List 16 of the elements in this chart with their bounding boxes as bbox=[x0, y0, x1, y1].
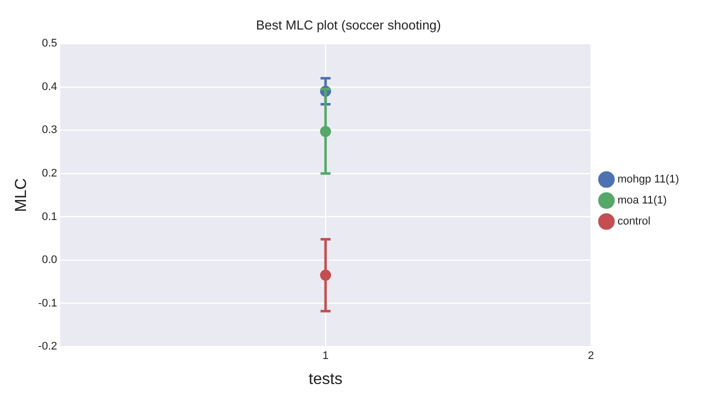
y-tick-label: 0.0 bbox=[42, 254, 58, 266]
y-tick-label: -0.2 bbox=[38, 340, 58, 353]
legend-label: moa 11(1) bbox=[617, 194, 667, 207]
y-tick-label: 0.2 bbox=[42, 167, 58, 180]
legend-label: control bbox=[617, 216, 650, 228]
y-tick-label: 0.3 bbox=[42, 124, 58, 136]
legend-label: mohgp 11(1) bbox=[617, 174, 680, 186]
y-tick-label: 0.1 bbox=[42, 210, 58, 223]
x-tick-label: 2 bbox=[588, 350, 594, 362]
x-tick-label: 1 bbox=[322, 350, 329, 362]
x-axis-title: tests bbox=[308, 370, 342, 388]
y-tick-label: -0.1 bbox=[38, 297, 58, 310]
y-tick-label: 0.5 bbox=[42, 38, 58, 50]
y-axis-title: MLC bbox=[13, 178, 30, 212]
chart-title: Best MLC plot (soccer shooting) bbox=[256, 17, 441, 32]
y-tick-label: 0.4 bbox=[42, 80, 58, 93]
